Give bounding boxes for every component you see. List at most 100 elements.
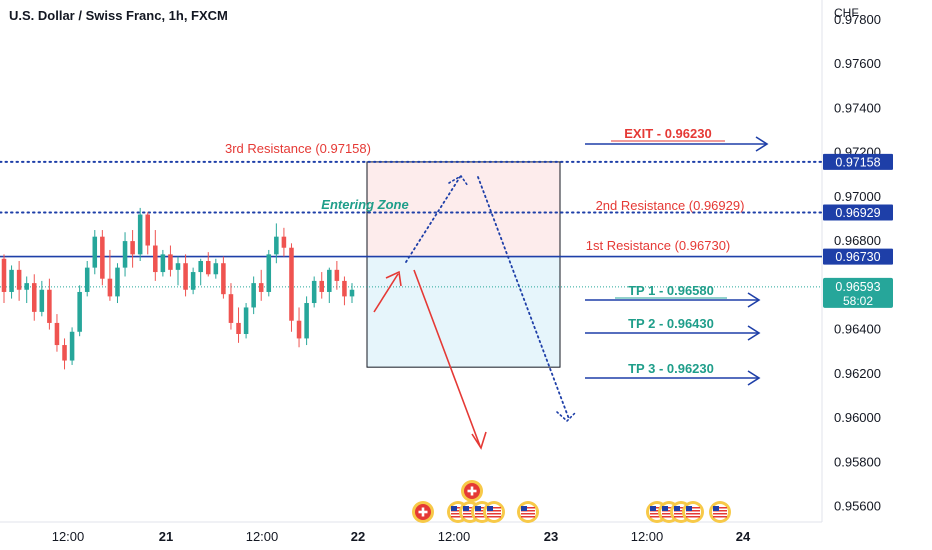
candle-body xyxy=(62,345,67,361)
candle xyxy=(251,276,256,315)
candle xyxy=(258,269,264,301)
candle-body xyxy=(84,267,90,292)
candle-body xyxy=(334,269,340,281)
time-tick-label: 24 xyxy=(736,529,751,544)
candle-body xyxy=(77,291,82,332)
stripe xyxy=(650,510,664,512)
candle xyxy=(9,265,14,299)
candle-body xyxy=(92,236,98,268)
candle xyxy=(266,249,272,297)
candle xyxy=(100,230,105,286)
us-flag-icon[interactable] xyxy=(517,501,539,523)
stripe xyxy=(713,510,727,512)
first-resistance-label: 1st Resistance (0.96730) xyxy=(586,238,731,253)
entering-zone-box xyxy=(366,161,561,368)
us-flag-icon[interactable] xyxy=(709,501,731,523)
candle xyxy=(137,207,143,261)
us-flag-icon[interactable] xyxy=(682,501,704,523)
candle xyxy=(69,327,75,365)
candle xyxy=(205,252,211,277)
canton xyxy=(487,506,493,511)
price-tick-label: 0.97400 xyxy=(834,100,881,115)
candle xyxy=(160,249,166,277)
candle-body xyxy=(198,261,203,273)
stripe xyxy=(463,507,477,509)
stripe xyxy=(674,513,688,515)
candle xyxy=(39,280,45,317)
candle xyxy=(190,267,196,295)
candle-body xyxy=(16,269,22,290)
stripe xyxy=(650,516,664,518)
candle-body xyxy=(100,236,105,279)
candle xyxy=(84,261,90,297)
candle xyxy=(213,258,219,279)
candle xyxy=(107,249,113,301)
stripe xyxy=(713,516,727,518)
candle xyxy=(24,276,29,304)
swiss-flag-icon[interactable] xyxy=(412,501,434,523)
stripe xyxy=(451,510,465,512)
candle xyxy=(198,258,203,286)
time-axis[interactable]: 12:00 21 12:00 22 12:00 23 12:00 24 xyxy=(52,529,751,544)
candle-body xyxy=(342,280,347,297)
candle-body xyxy=(39,289,45,312)
candle-body xyxy=(115,267,120,297)
tp2-arrow xyxy=(585,325,761,341)
stripe xyxy=(451,507,465,509)
tp1-label: TP 1 - 0.96580 xyxy=(628,283,714,298)
stripe xyxy=(451,516,465,518)
stripe xyxy=(475,513,489,515)
stripe xyxy=(662,510,676,512)
candles xyxy=(1,207,355,370)
candle xyxy=(327,267,332,304)
candle xyxy=(175,256,181,286)
swiss-flag-icon[interactable] xyxy=(461,480,483,502)
canton xyxy=(713,506,719,511)
candle-body xyxy=(122,241,128,268)
us-flag-icon[interactable] xyxy=(483,501,505,523)
candle-body xyxy=(54,322,60,346)
exit-arrow xyxy=(585,136,769,152)
candle xyxy=(311,276,317,308)
last-price-text: 0.96593 xyxy=(835,280,880,294)
candle-body xyxy=(137,214,143,255)
chart-title: U.S. Dollar / Swiss Franc, 1h, FXCM xyxy=(9,8,228,23)
candle-body xyxy=(349,289,355,297)
price-tick-label: 0.96000 xyxy=(834,410,881,425)
candle xyxy=(92,230,98,275)
candle-body xyxy=(258,283,264,292)
level-price-tag xyxy=(823,204,893,221)
candle-body xyxy=(311,280,317,304)
currency-label: CHF xyxy=(834,6,859,20)
price-tick-label: 0.97600 xyxy=(834,56,881,71)
candle xyxy=(236,307,241,343)
stripe xyxy=(713,513,727,515)
candle-body xyxy=(130,241,135,255)
candle xyxy=(334,261,340,290)
stripe xyxy=(463,516,477,518)
stripe xyxy=(521,507,535,509)
candle xyxy=(221,256,226,299)
candle xyxy=(304,296,309,346)
stripe xyxy=(686,507,700,509)
stripe xyxy=(521,513,535,515)
candle-body xyxy=(213,263,219,275)
candle-body xyxy=(9,269,14,292)
canton xyxy=(650,506,656,511)
stripe xyxy=(487,510,501,512)
candle xyxy=(228,283,234,330)
stripe xyxy=(713,507,727,509)
time-tick-label: 12:00 xyxy=(52,529,85,544)
canton xyxy=(475,506,481,511)
level-price-tag xyxy=(823,153,893,170)
candle xyxy=(289,243,294,332)
candle-body xyxy=(31,283,37,312)
economic-events[interactable] xyxy=(412,480,731,523)
canton xyxy=(662,506,668,511)
level-price-tag xyxy=(823,248,893,265)
stripe xyxy=(451,513,465,515)
last-price-tag xyxy=(823,277,893,308)
candle xyxy=(62,338,67,370)
third-resistance-label: 3rd Resistance (0.97158) xyxy=(225,141,371,156)
